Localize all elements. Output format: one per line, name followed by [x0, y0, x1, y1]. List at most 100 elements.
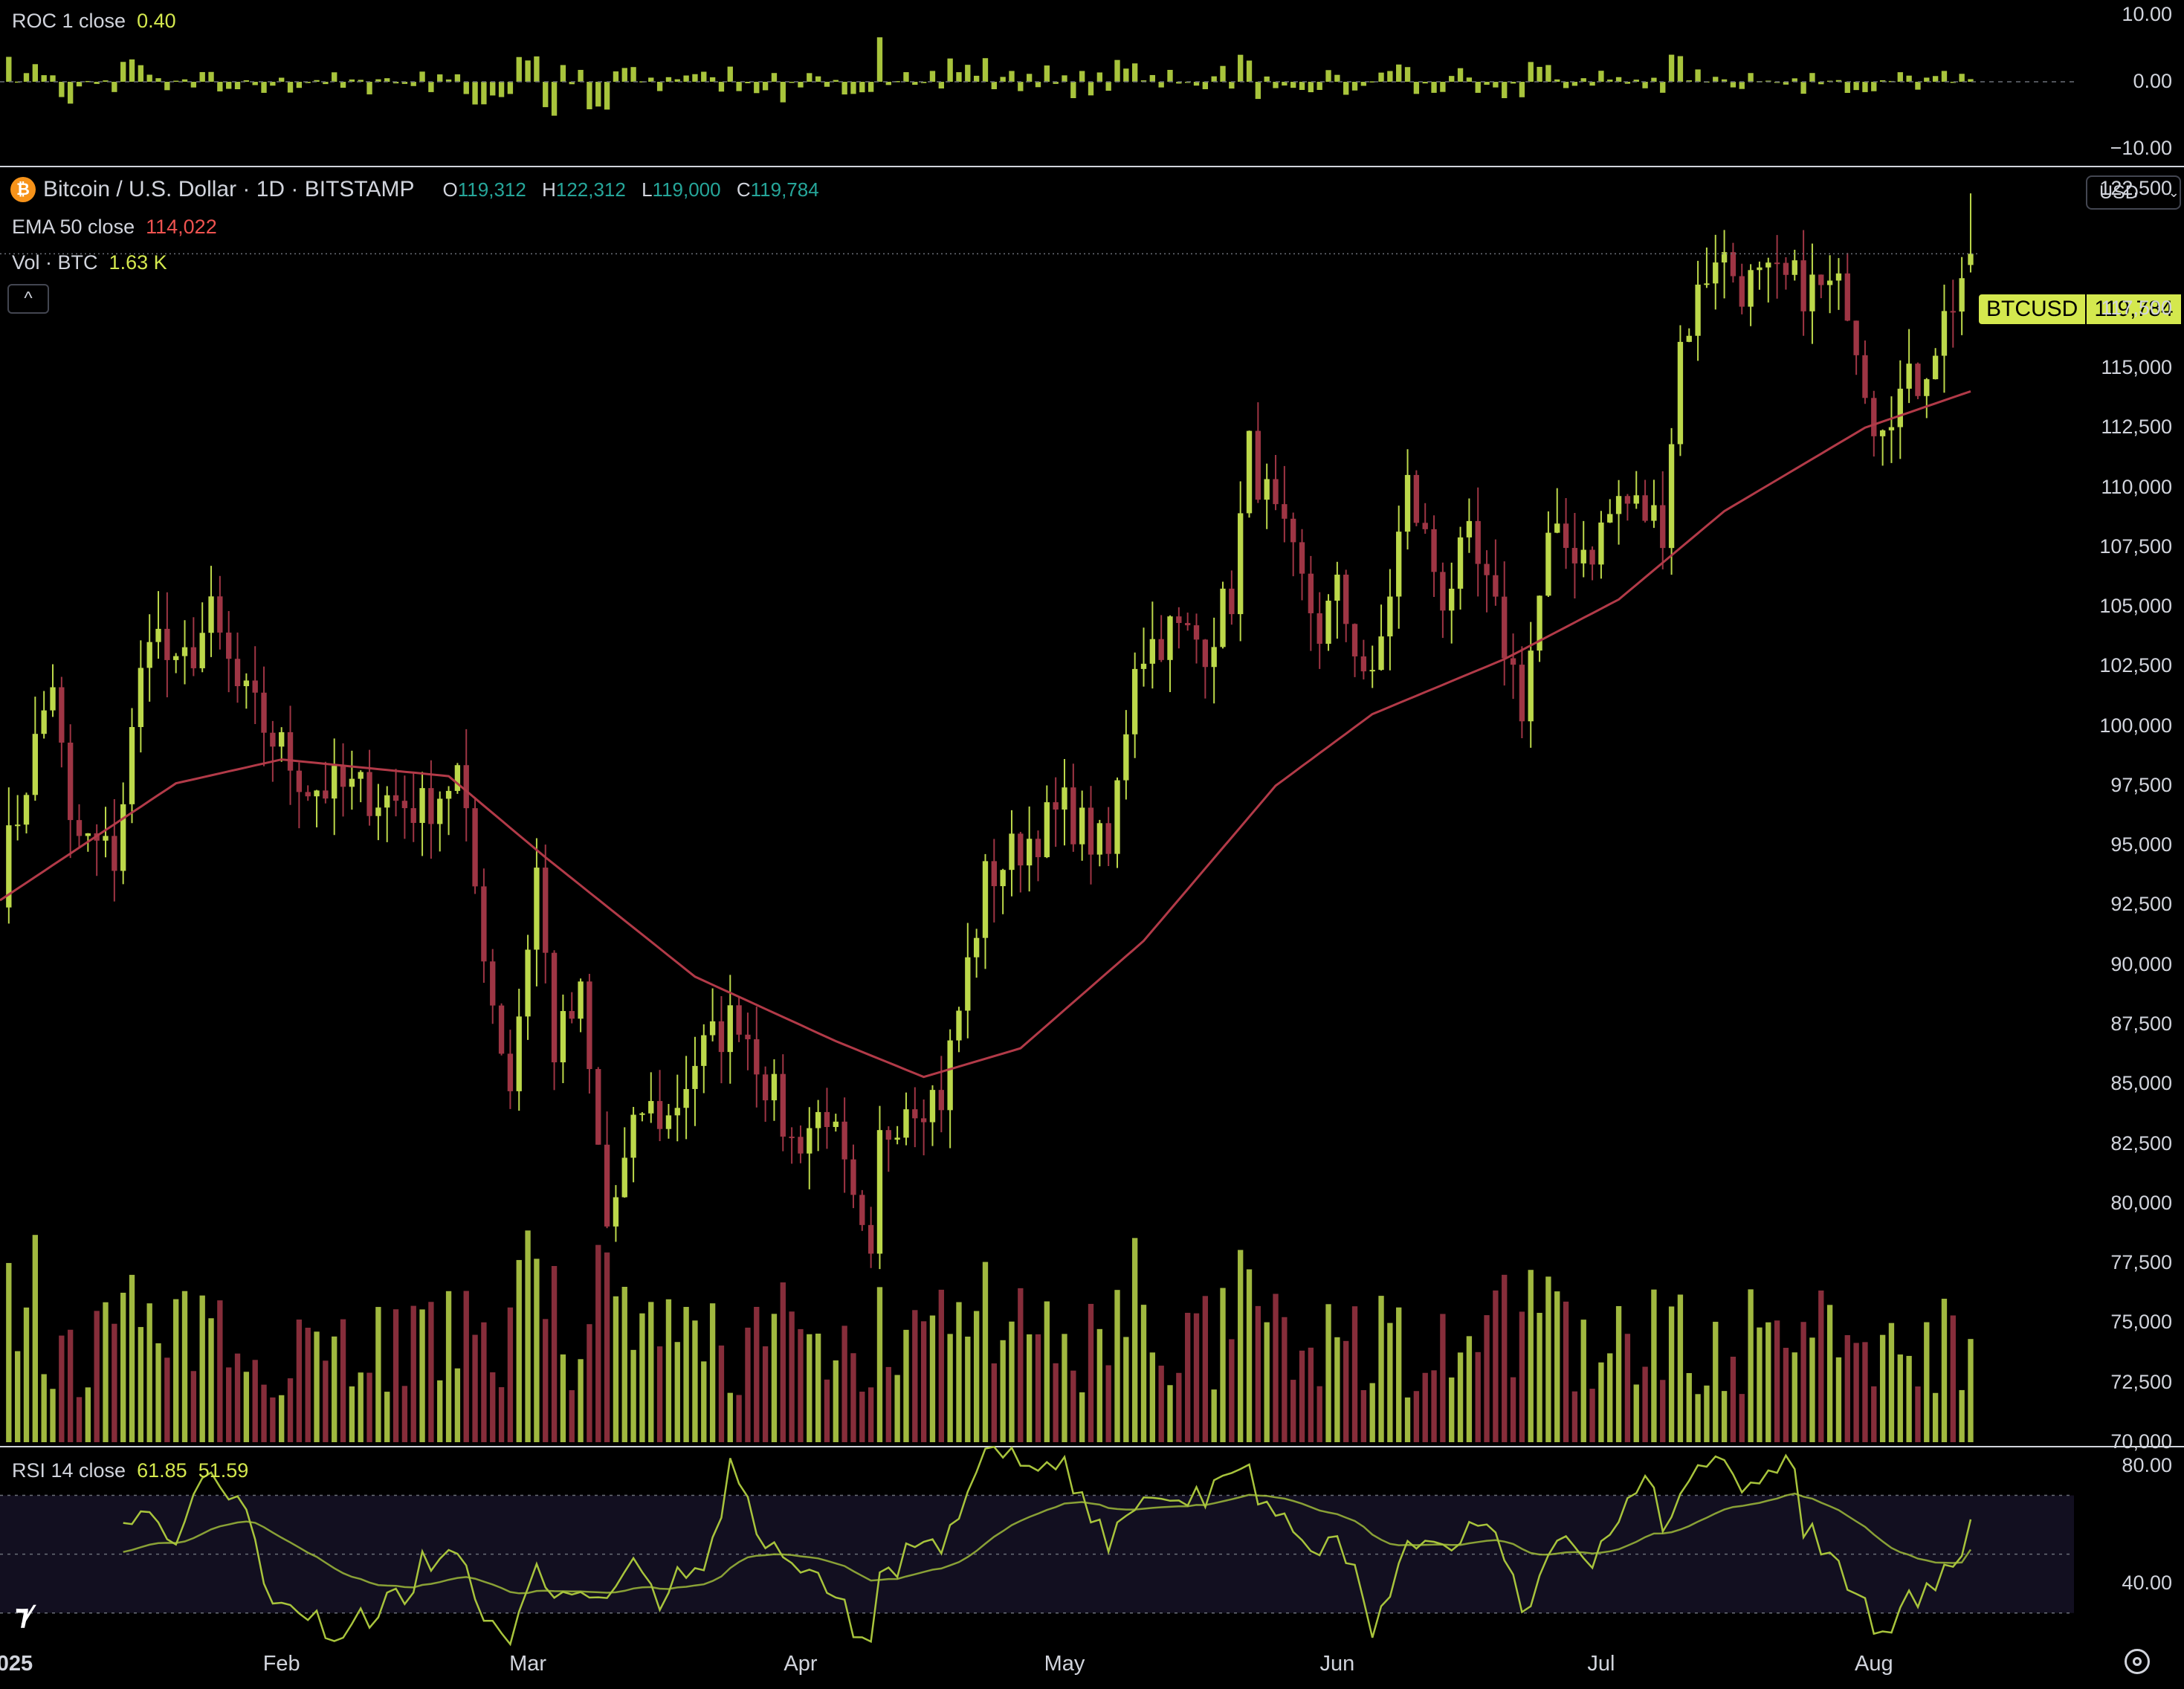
roc-bar [1879, 80, 1886, 82]
candle-body [287, 732, 294, 771]
volume-bar [1026, 1334, 1033, 1442]
volume-bar [1440, 1314, 1446, 1442]
roc-bar [323, 82, 329, 85]
volume-bar [1642, 1366, 1648, 1442]
rsi-legend[interactable]: RSI 14 close 61.85 51.59 [12, 1459, 248, 1482]
roc-bar [868, 82, 874, 92]
candle-body [1624, 496, 1631, 504]
roc-bar [490, 82, 496, 96]
candle-body [358, 772, 364, 779]
candle-body [1044, 802, 1050, 858]
roc-bar [551, 82, 558, 116]
price-tick-label: 90,000 [2110, 952, 2172, 975]
currency-select[interactable]: USD ⌄ [2086, 175, 2181, 210]
candle-body [718, 1021, 725, 1053]
candle-body [454, 765, 461, 791]
candle-body [1299, 542, 1305, 574]
low-value: 119,000 [652, 178, 721, 201]
candle-body [1422, 523, 1428, 529]
roc-bar [1563, 82, 1569, 88]
symbol-title[interactable]: Bitcoin / U.S. Dollar · 1D · BITSTAMP [43, 177, 415, 201]
volume-bar [833, 1360, 839, 1442]
candle-body [1246, 430, 1253, 514]
volume-bar [701, 1361, 707, 1442]
roc-bar [164, 82, 170, 91]
candle-body [560, 1011, 566, 1062]
volume-bar [929, 1315, 936, 1442]
candle-body [982, 861, 989, 938]
roc-bar [771, 73, 778, 82]
candle-body [894, 1137, 900, 1140]
candle-body [1879, 430, 1886, 436]
roc-bar [270, 82, 276, 86]
roc-bar [1537, 66, 1542, 82]
price-tick-label: 87,500 [2110, 1013, 2172, 1036]
volume-bar [736, 1395, 742, 1442]
tradingview-logo[interactable]: ⁊⁄ [15, 1600, 31, 1631]
volume-bar [112, 1323, 117, 1442]
roc-bar [366, 82, 372, 94]
roc-bar [437, 74, 443, 82]
volume-bar [815, 1333, 821, 1442]
candle-body [1282, 504, 1288, 519]
candle-body [912, 1109, 918, 1119]
volume-bar [296, 1320, 303, 1442]
candle-body [1713, 262, 1719, 284]
volume-bar [375, 1307, 381, 1442]
volume-bar [1941, 1299, 1948, 1442]
volume-bar [630, 1349, 636, 1442]
ema-legend[interactable]: EMA 50 close 114,022 [12, 215, 217, 239]
candle-body [164, 628, 170, 660]
candle-body [384, 795, 390, 808]
volume-bar [745, 1327, 751, 1442]
volume-bar [1563, 1301, 1569, 1442]
roc-bar [199, 71, 205, 82]
volume-bar [516, 1259, 522, 1442]
volume-bar [1158, 1366, 1164, 1442]
volume-bar [1519, 1311, 1525, 1442]
candle-body [1959, 278, 1965, 312]
volume-bar [1897, 1354, 1903, 1442]
volume-bar [1879, 1334, 1886, 1442]
roc-bar [23, 73, 30, 82]
volume-bar [1826, 1305, 1833, 1442]
price-tick-label: 102,500 [2099, 654, 2172, 677]
gear-icon[interactable] [2125, 1649, 2150, 1674]
roc-bar [920, 82, 927, 83]
ema-label: EMA 50 close [12, 216, 135, 238]
candle-body [1369, 670, 1375, 672]
volume-bar [762, 1346, 769, 1442]
volume-bar [859, 1392, 865, 1442]
volume-bar [463, 1291, 469, 1442]
candle-body [305, 792, 311, 797]
price-tick-label: 117,500 [2101, 296, 2172, 319]
candle-body [85, 833, 91, 836]
volume-bar [279, 1395, 285, 1442]
roc-bar [859, 82, 865, 93]
roc-bar [401, 82, 408, 84]
roc-bar [1862, 82, 1868, 92]
volume-legend[interactable]: Vol · BTC 1.63 K [12, 251, 167, 274]
price-tick-label: 77,500 [2110, 1251, 2172, 1274]
volume-bar [498, 1386, 505, 1442]
collapse-legend-button[interactable]: ^ [7, 284, 49, 314]
volume-bar [120, 1292, 126, 1442]
volume-bar [1334, 1337, 1340, 1442]
candle-body [1449, 588, 1455, 611]
volume-bar [1308, 1347, 1314, 1442]
candle-body [1915, 364, 1921, 396]
candle-body [1185, 623, 1191, 626]
volume-bar [1757, 1327, 1763, 1442]
candle-body [868, 1224, 874, 1254]
roc-bar [1044, 65, 1050, 82]
candle-body [15, 824, 21, 827]
candle-body [1571, 548, 1578, 563]
candle-body [1968, 253, 1974, 265]
roc-bar [1158, 82, 1164, 88]
roc-bar [973, 75, 980, 82]
volume-bar [1149, 1352, 1156, 1442]
volume-bar [445, 1291, 452, 1442]
candle-body [1079, 807, 1085, 844]
roc-tick-label: 10.00 [2122, 3, 2172, 25]
